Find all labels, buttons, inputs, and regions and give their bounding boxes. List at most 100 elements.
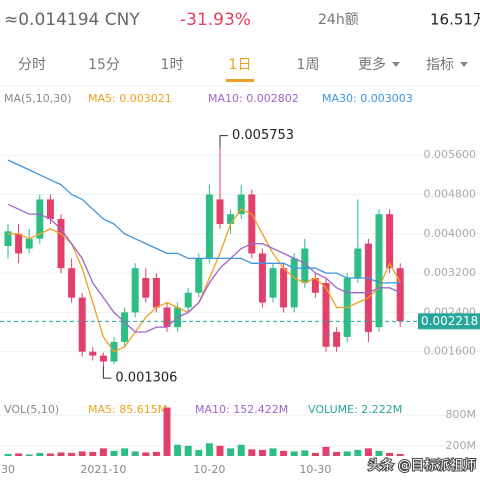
- price: ≈0.014194 CNY: [4, 10, 140, 30]
- candle-body: [216, 199, 224, 224]
- ma-line: [7, 159, 401, 284]
- ma-legend: MA30: 0.003003: [322, 92, 413, 105]
- volume-bar: [195, 449, 203, 456]
- change: -31.93%: [180, 10, 251, 30]
- tab[interactable]: 更多: [358, 56, 386, 73]
- volume-bar: [386, 452, 394, 456]
- candle-body: [57, 219, 65, 269]
- volume-bar: [152, 451, 160, 456]
- volume-bar: [237, 444, 245, 456]
- volume-bar: [248, 449, 256, 456]
- tab[interactable]: 1时: [161, 57, 184, 73]
- volume-bar: [216, 445, 224, 456]
- candle-body: [184, 292, 192, 308]
- candle-body: [258, 253, 266, 303]
- candle-body: [152, 278, 160, 308]
- candle-body: [322, 282, 330, 347]
- candle-body: [269, 268, 277, 298]
- volume-bar: [46, 453, 54, 456]
- candle-body: [121, 312, 129, 342]
- ma-line: [8, 208, 401, 353]
- watermark: 头条 @目标派祖师: [368, 458, 476, 474]
- volume-bar: [184, 445, 192, 456]
- volume-bar: [15, 453, 23, 456]
- candle-body: [396, 268, 404, 322]
- last-price-label: 0.002218: [421, 314, 478, 328]
- volume-value: 16.51万: [430, 11, 480, 29]
- candle-body: [333, 332, 341, 347]
- volume-bar: [322, 446, 330, 456]
- candle-body: [25, 238, 33, 249]
- volume-bar: [131, 451, 139, 456]
- x-tick-label: 10-30: [299, 463, 331, 476]
- last-price-box: [418, 313, 480, 330]
- candle-body: [227, 214, 235, 224]
- annotation: 0.005753: [232, 128, 294, 143]
- vol-legend: MA10: 152.422M: [195, 403, 288, 416]
- volume-bar: [343, 451, 351, 456]
- vol-legend: VOLUME: 2.222M: [308, 403, 402, 416]
- candle-body: [99, 355, 107, 362]
- volume-bar: [163, 407, 171, 456]
- tab[interactable]: 分时: [18, 57, 46, 73]
- tab[interactable]: 指标: [426, 57, 454, 73]
- tab[interactable]: 1周: [297, 57, 320, 73]
- volume-bar: [68, 452, 76, 456]
- vol-legend: MA5: 85.615M: [88, 403, 167, 416]
- y-tick-label: 800M: [446, 408, 477, 421]
- annotation: 0.001306: [115, 371, 177, 386]
- dropdown-arrow: [460, 62, 468, 67]
- candle-body: [386, 214, 394, 269]
- y-tick-label: 0.004000: [424, 227, 477, 240]
- candle-body: [89, 351, 97, 356]
- candle-body: [46, 199, 54, 220]
- volume-bar: [205, 443, 213, 456]
- volume-bar: [301, 450, 309, 456]
- volume-label: 24h额: [318, 12, 359, 28]
- volume-bar: [25, 454, 33, 456]
- x-tick-label: 30: [1, 463, 15, 476]
- y-tick-label: 0.004800: [424, 187, 477, 200]
- tab[interactable]: 15分: [88, 57, 120, 73]
- tab-underline: [226, 79, 254, 82]
- volume-bar: [364, 448, 372, 456]
- volume-bar: [311, 452, 319, 456]
- volume-bar: [174, 444, 182, 456]
- candle-body: [195, 258, 203, 293]
- y-tick-label: 0.001600: [424, 345, 477, 358]
- volume-bar: [89, 451, 97, 456]
- volume-bar: [36, 452, 44, 456]
- volume-bar: [258, 449, 266, 456]
- volume-bar: [396, 453, 404, 456]
- y-tick-label: 200M: [446, 439, 477, 452]
- candle-body: [142, 278, 150, 298]
- volume-bar: [354, 449, 362, 456]
- volume-bar: [227, 448, 235, 456]
- ma-line: [7, 203, 401, 333]
- candle-body: [4, 231, 12, 247]
- candle-body: [311, 278, 319, 293]
- candle-body: [301, 248, 309, 283]
- x-tick-label: 10-20: [193, 463, 225, 476]
- tab[interactable]: 1日: [229, 57, 252, 73]
- vol-legend-title: VOL(5,10): [4, 403, 59, 416]
- y-tick-label: 0.005600: [424, 148, 477, 161]
- candle-body: [354, 248, 362, 278]
- volume-bar: [280, 450, 288, 456]
- volume-bar: [78, 451, 86, 456]
- annotation-arrow: [102, 366, 112, 379]
- candle-body: [364, 243, 372, 333]
- candle-body: [375, 214, 383, 328]
- candle-body: [78, 297, 86, 352]
- annotation-arrow: [219, 135, 228, 148]
- y-tick-label: 0.003200: [424, 266, 477, 279]
- volume-bar: [4, 453, 12, 456]
- candle-body: [237, 194, 245, 215]
- dropdown-arrow: [392, 62, 400, 67]
- candle-body: [131, 268, 139, 313]
- ma-legend: MA5: 0.003021: [88, 92, 172, 105]
- volume-bar: [290, 451, 298, 456]
- volume-bar: [121, 448, 129, 456]
- x-tick-label: 2021-10: [80, 463, 126, 476]
